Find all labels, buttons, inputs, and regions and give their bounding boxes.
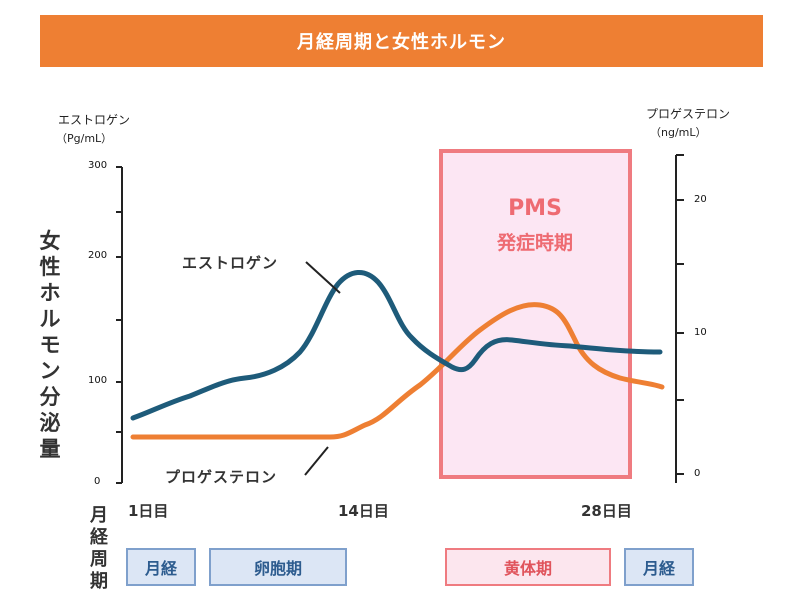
phase-follicular: 卵胞期	[209, 548, 347, 586]
x-label-day14: 14日目	[338, 502, 389, 520]
progesterone-label: プロゲステロン	[165, 468, 278, 486]
right-tick-0: 0	[694, 468, 701, 479]
y-axis-label: 女 性 ホ ル モ ン 分 泌 量	[38, 228, 62, 462]
y-label-char: 性	[39, 255, 61, 279]
left-tick-0: 0	[94, 476, 101, 487]
pms-subtitle: 発症時期	[496, 232, 573, 254]
left-tick-200: 200	[88, 250, 108, 261]
right-axis-unit: （ng/mL）	[650, 126, 707, 139]
estrogen-leader-line	[305, 261, 341, 294]
right-tick-10: 10	[694, 327, 707, 338]
cycle-label-char: 期	[90, 571, 108, 592]
cycle-label-char: 周	[90, 549, 108, 570]
phase-menstruation-2: 月経	[624, 548, 694, 586]
x-label-day1: 1日目	[128, 502, 169, 520]
y-label-char: モ	[39, 333, 61, 357]
chart-title: 月経周期と女性ホルモン	[297, 32, 506, 53]
estrogen-curve	[130, 270, 663, 421]
left-axis-title: エストロゲン	[58, 113, 131, 127]
left-tick-300: 300	[88, 160, 108, 171]
cycle-label-char: 月	[90, 505, 108, 526]
x-label-day28: 28日目	[581, 502, 632, 520]
y-label-char: ル	[39, 307, 61, 331]
right-axis-title: プロゲステロン	[646, 107, 731, 121]
y-label-char: 分	[39, 385, 61, 409]
y-label-char: 量	[39, 437, 61, 461]
right-tick-20: 20	[694, 194, 707, 205]
chart-title-banner: 月経周期と女性ホルモン	[40, 15, 763, 67]
y-label-char: 泌	[39, 411, 61, 435]
estrogen-label: エストロゲン	[182, 254, 279, 272]
progesterone-curve	[130, 302, 665, 440]
cycle-label-char: 経	[90, 527, 108, 548]
progesterone-leader-line	[304, 446, 329, 476]
pms-title: PMS	[508, 196, 562, 221]
phase-menstruation-1: 月経	[126, 548, 196, 586]
cycle-label: 月 経 周 期	[88, 505, 110, 593]
phase-luteal: 黄体期	[445, 548, 611, 586]
left-tick-100: 100	[88, 375, 108, 386]
y-label-char: 女	[39, 229, 61, 253]
y-label-char: ホ	[39, 281, 61, 305]
pms-period-box	[439, 149, 632, 479]
y-label-char: ン	[39, 359, 61, 383]
left-axis-unit: （Pg/mL）	[56, 132, 113, 145]
